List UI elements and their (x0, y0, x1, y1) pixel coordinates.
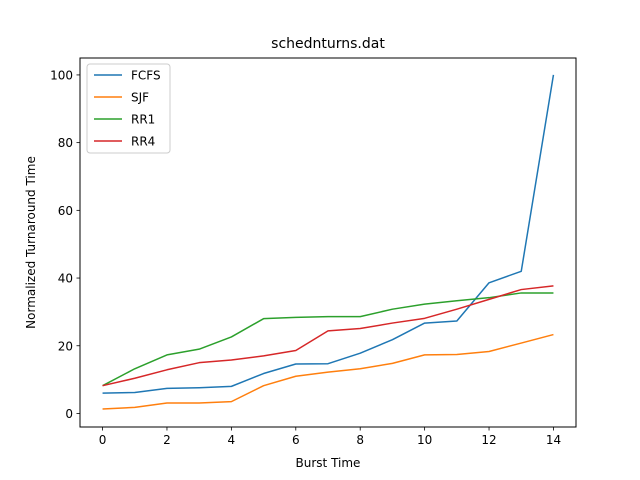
y-tick-label: 100 (50, 68, 73, 82)
legend-label-rr1: RR1 (131, 113, 155, 127)
legend-label-sjf: SJF (131, 91, 149, 105)
y-axis: 0 20 40 60 80 100 (50, 68, 80, 421)
plot-frame (79, 57, 577, 428)
x-axis: 0 2 4 6 8 10 12 14 (99, 427, 561, 447)
x-tick-label: 10 (417, 433, 432, 447)
x-tick-label: 6 (292, 433, 300, 447)
x-axis-label: Burst Time (296, 456, 361, 470)
series-line-sjf (102, 333, 554, 410)
series-line-rr4 (102, 285, 554, 387)
y-tick-label: 20 (58, 339, 73, 353)
plot-lines (102, 74, 555, 410)
y-tick-label: 40 (58, 272, 73, 286)
x-tick-label: 8 (356, 433, 364, 447)
y-tick-label: 0 (65, 407, 73, 421)
x-tick-label: 12 (481, 433, 496, 447)
series-line-fcfs (102, 74, 555, 394)
x-tick-label: 4 (228, 433, 236, 447)
x-tick-label: 14 (546, 433, 561, 447)
y-axis-label: Normalized Turnaround Time (24, 156, 38, 329)
x-tick-label: 0 (99, 433, 107, 447)
series-line-rr1 (102, 292, 554, 387)
y-tick-label: 80 (58, 136, 73, 150)
x-tick-label: 2 (163, 433, 171, 447)
legend-label-fcfs: FCFS (131, 69, 161, 83)
chart-title: schednturns.dat (271, 36, 385, 52)
legend-label-rr4: RR4 (131, 135, 155, 149)
legend: FCFS SJF RR1 RR4 (86, 63, 171, 154)
legend-box (86, 63, 171, 154)
y-tick-label: 60 (58, 204, 73, 218)
